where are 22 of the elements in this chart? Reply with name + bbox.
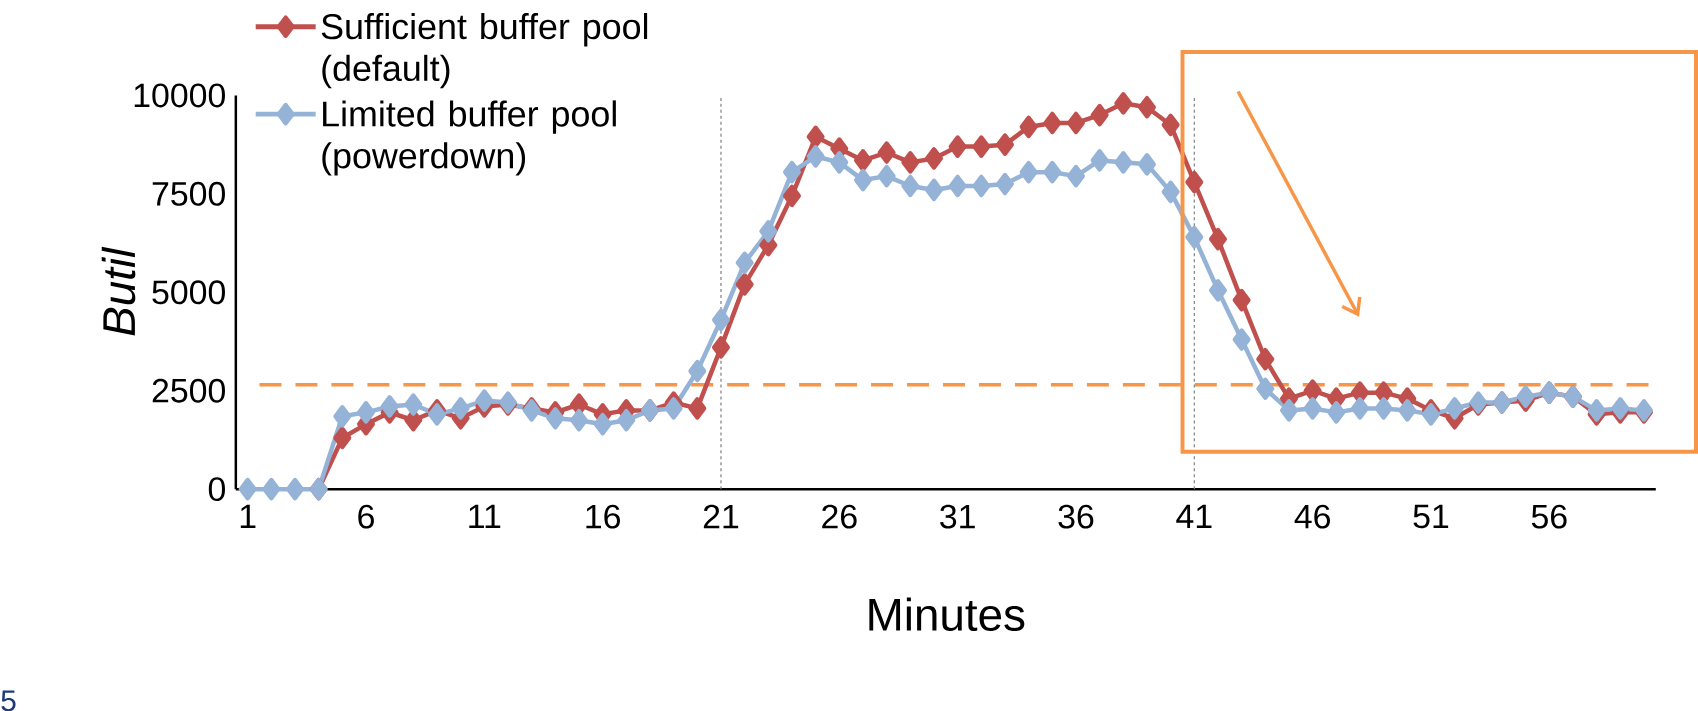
y-tick-label: 10000 — [134, 83, 225, 108]
text: 5 — [1, 690, 16, 711]
x-tick-label: 36 — [1058, 504, 1094, 529]
y-tick-label: 7500 — [152, 181, 225, 206]
x-tick-label: 16 — [586, 504, 620, 529]
x-tick-label: 21 — [703, 504, 739, 529]
y-tick-label: 0 — [208, 476, 225, 501]
y-tick-label: 2500 — [152, 378, 225, 403]
x-tick-label: 6 — [358, 504, 374, 529]
x-tick-label: 56 — [1531, 504, 1567, 529]
x-tick-label: 41 — [1176, 504, 1212, 528]
y-axis-title: Butil — [101, 246, 136, 336]
y-tick-label: 5000 — [152, 280, 225, 305]
legend-label: Sufficient buffer pool (default) — [321, 12, 648, 88]
x-axis-title: Minutes — [869, 597, 1025, 631]
x-tick-label: 31 — [940, 504, 975, 529]
x-tick-label: 46 — [1294, 504, 1330, 529]
x-tick-label: 51 — [1413, 504, 1449, 529]
x-tick-label: 1 — [240, 504, 256, 528]
x-tick-label: 11 — [469, 504, 501, 528]
legend-label: Limited buffer pool (powerdown) — [322, 100, 616, 176]
x-tick-label: 26 — [822, 504, 857, 529]
